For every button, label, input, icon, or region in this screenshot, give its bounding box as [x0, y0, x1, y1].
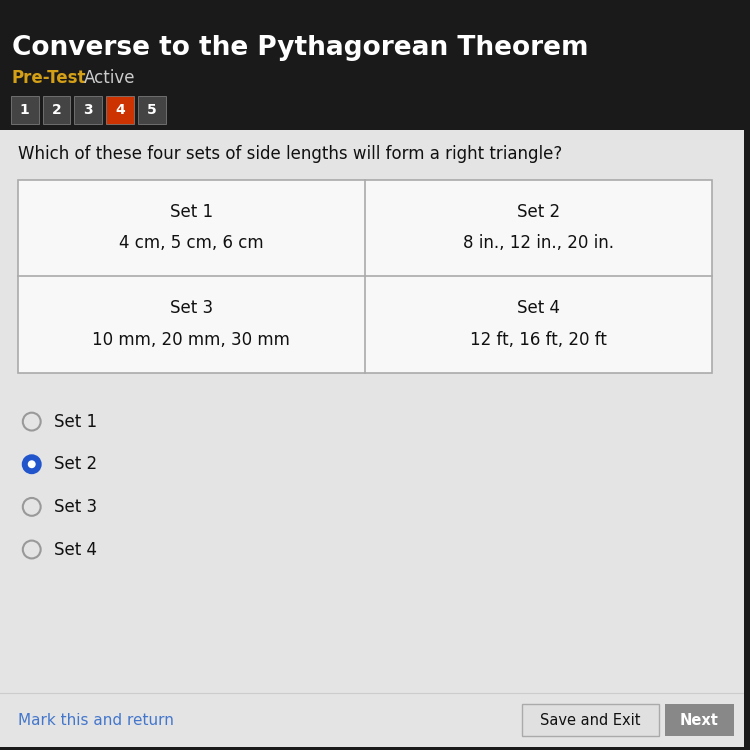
- Text: Save and Exit: Save and Exit: [540, 712, 640, 728]
- FancyBboxPatch shape: [74, 97, 102, 124]
- Circle shape: [22, 498, 40, 516]
- FancyBboxPatch shape: [0, 693, 744, 747]
- FancyBboxPatch shape: [0, 130, 744, 747]
- Circle shape: [22, 413, 40, 430]
- Circle shape: [22, 541, 40, 559]
- Text: 1: 1: [20, 104, 30, 117]
- Text: Next: Next: [680, 712, 718, 728]
- FancyBboxPatch shape: [106, 97, 134, 124]
- Text: 4 cm, 5 cm, 6 cm: 4 cm, 5 cm, 6 cm: [119, 235, 264, 253]
- Circle shape: [28, 460, 36, 468]
- Text: 4: 4: [115, 104, 125, 117]
- Circle shape: [22, 455, 40, 473]
- Text: 2: 2: [52, 104, 62, 117]
- FancyBboxPatch shape: [665, 704, 734, 736]
- FancyBboxPatch shape: [521, 704, 659, 736]
- Text: Set 1: Set 1: [53, 413, 97, 430]
- Text: Pre-Test: Pre-Test: [12, 68, 86, 86]
- Text: Set 4: Set 4: [53, 541, 97, 559]
- Text: Set 3: Set 3: [170, 299, 213, 317]
- FancyBboxPatch shape: [0, 3, 744, 132]
- Text: Set 1: Set 1: [170, 202, 213, 220]
- Text: Set 4: Set 4: [517, 299, 560, 317]
- Text: 3: 3: [83, 104, 93, 117]
- FancyBboxPatch shape: [11, 97, 39, 124]
- Text: Set 2: Set 2: [517, 202, 560, 220]
- FancyBboxPatch shape: [43, 97, 70, 124]
- Text: 12 ft, 16 ft, 20 ft: 12 ft, 16 ft, 20 ft: [470, 332, 607, 350]
- Text: Set 2: Set 2: [53, 455, 97, 473]
- Text: Set 3: Set 3: [53, 498, 97, 516]
- Text: Active: Active: [84, 68, 136, 86]
- Text: Which of these four sets of side lengths will form a right triangle?: Which of these four sets of side lengths…: [18, 145, 562, 163]
- Text: Converse to the Pythagorean Theorem: Converse to the Pythagorean Theorem: [12, 34, 589, 61]
- Text: 8 in., 12 in., 20 in.: 8 in., 12 in., 20 in.: [463, 235, 614, 253]
- Text: Mark this and return: Mark this and return: [18, 712, 174, 728]
- Text: 5: 5: [147, 104, 157, 117]
- FancyBboxPatch shape: [18, 180, 712, 373]
- FancyBboxPatch shape: [138, 97, 166, 124]
- Text: 10 mm, 20 mm, 30 mm: 10 mm, 20 mm, 30 mm: [92, 332, 290, 350]
